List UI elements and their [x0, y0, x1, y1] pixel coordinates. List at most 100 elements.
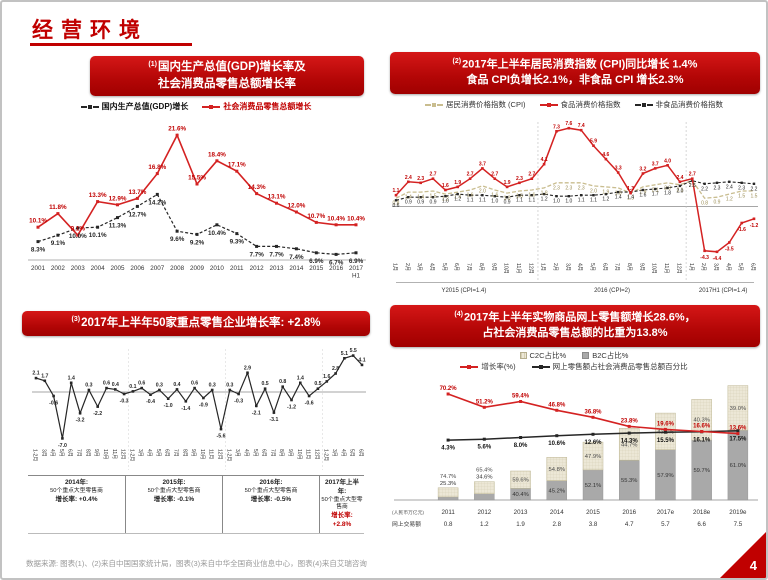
svg-text:2.3: 2.3	[578, 185, 585, 191]
svg-text:10.4%: 10.4%	[347, 215, 365, 222]
svg-text:2.1: 2.1	[652, 187, 659, 193]
chart-1-header-line1: (1)国内生产总值(GDP)增长率及	[94, 59, 360, 76]
legend-swatch-icon	[424, 102, 443, 107]
svg-text:5.7: 5.7	[661, 521, 670, 528]
svg-text:1.7: 1.7	[41, 373, 48, 379]
legend-swatch-icon	[460, 364, 479, 369]
annotation-subject: 50个重点大型零售商	[147, 487, 201, 494]
chart-4-header-line1: (4)2017年上半年实物商品网上零售额增长28.6%，	[394, 310, 756, 327]
svg-text:1.4: 1.4	[615, 195, 622, 201]
svg-text:3月: 3月	[416, 263, 423, 271]
chart-4-header-sup: (4)	[454, 310, 463, 318]
svg-text:7月: 7月	[269, 449, 275, 457]
svg-text:2.2: 2.2	[751, 186, 758, 192]
svg-text:4.1: 4.1	[541, 157, 548, 163]
chart-3-header: (3)2017年上半年50家重点零售企业增长率: +2.8%	[22, 311, 370, 336]
svg-text:2.7: 2.7	[467, 172, 474, 178]
svg-text:1-2月: 1-2月	[32, 449, 38, 461]
svg-text:5月: 5月	[252, 449, 258, 457]
annotation-year: 2015年:	[162, 479, 186, 486]
svg-text:2.0: 2.0	[479, 188, 486, 194]
svg-text:0.6: 0.6	[138, 381, 145, 387]
svg-text:12月: 12月	[120, 449, 126, 460]
svg-text:1.5: 1.5	[738, 194, 745, 200]
svg-text:2.3: 2.3	[713, 185, 720, 191]
svg-text:2.0: 2.0	[676, 188, 683, 194]
legend-item: 食品消费价格指数	[539, 99, 621, 110]
svg-text:2.4: 2.4	[405, 175, 412, 181]
svg-text:1.2: 1.2	[602, 197, 609, 203]
chart-2-header-text2: 食品 CPI负增长2.1%，非食品 CPI 增长2.3%	[466, 74, 684, 87]
legend-label: 增长率(%)	[481, 362, 516, 371]
svg-text:52.1%: 52.1%	[585, 483, 601, 489]
svg-text:10.4%: 10.4%	[327, 215, 345, 222]
svg-text:2.3: 2.3	[565, 185, 572, 191]
svg-text:1.5: 1.5	[516, 194, 523, 200]
legend-item: 网上零售额占社会消费品零售总额百分比	[531, 361, 688, 372]
svg-text:-3.2: -3.2	[76, 418, 85, 424]
svg-text:11.3%: 11.3%	[109, 223, 127, 230]
annotation-subject: 50个重点大型零售商	[50, 487, 103, 494]
annotation-cell: 2014年: 50个重点大型零售商 增长率: +0.4%	[28, 476, 125, 533]
svg-text:2008: 2008	[170, 265, 185, 272]
svg-text:1.9: 1.9	[454, 180, 461, 186]
svg-text:6月: 6月	[453, 263, 460, 271]
svg-text:-0.3: -0.3	[120, 399, 129, 405]
svg-text:6月: 6月	[358, 449, 364, 457]
svg-text:2.1: 2.1	[676, 187, 683, 193]
chart-3-header-text1: 2017年上半年50家重点零售企业增长率: +2.8%	[81, 317, 321, 330]
chart-4-legend-row1: C2C占比% B2C占比%	[386, 350, 762, 361]
svg-text:8月: 8月	[626, 263, 633, 271]
svg-text:1.6: 1.6	[639, 193, 646, 199]
svg-text:1.0: 1.0	[553, 199, 560, 205]
svg-text:-4.4: -4.4	[713, 256, 722, 262]
svg-text:7月: 7月	[466, 263, 473, 271]
svg-text:1.5: 1.5	[430, 194, 437, 200]
legend-swatch-icon	[531, 364, 550, 369]
svg-text:19.6%: 19.6%	[657, 421, 675, 427]
svg-text:1.3: 1.3	[504, 196, 511, 202]
svg-text:-1.2: -1.2	[287, 404, 296, 410]
svg-text:-0.6: -0.6	[305, 401, 314, 407]
svg-text:4月: 4月	[577, 263, 584, 271]
svg-text:2002: 2002	[51, 265, 66, 272]
svg-text:2016: 2016	[622, 509, 636, 516]
svg-text:12.6%: 12.6%	[584, 440, 602, 446]
svg-text:12.0%: 12.0%	[287, 203, 305, 210]
svg-text:2013: 2013	[269, 265, 284, 272]
chart-1-header: (1)国内生产总值(GDP)增长率及 社会消费品零售总额增长率	[90, 56, 364, 96]
svg-text:44.7%: 44.7%	[621, 442, 637, 448]
svg-text:70.2%: 70.2%	[440, 386, 458, 392]
svg-text:1.2: 1.2	[726, 197, 733, 203]
svg-text:1.4: 1.4	[417, 195, 424, 201]
chart-1: 国内生产总值(GDP)增长 社会消费品零售总额增长 8.3% 9.1% 10.0% 10…	[22, 99, 370, 309]
svg-text:2月: 2月	[700, 263, 707, 271]
svg-text:2.3: 2.3	[553, 185, 560, 191]
svg-text:1.2: 1.2	[541, 197, 548, 203]
svg-text:9月: 9月	[93, 449, 99, 457]
svg-text:4月: 4月	[429, 263, 436, 271]
svg-text:12.9%: 12.9%	[109, 195, 127, 202]
svg-text:25.3%: 25.3%	[440, 481, 456, 487]
svg-text:47.9%: 47.9%	[585, 454, 601, 460]
svg-text:7.7%: 7.7%	[249, 251, 264, 258]
svg-text:0.3: 0.3	[85, 383, 92, 389]
svg-text:7月: 7月	[76, 449, 82, 457]
chart-4: C2C占比% B2C占比% 增长率(%) 网上零售额占社会消费品零售总额百分比 74…	[386, 350, 762, 555]
svg-text:1.1: 1.1	[590, 198, 597, 204]
legend-item: 居民消费价格指数 (CPI)	[424, 99, 526, 110]
svg-text:9月: 9月	[638, 263, 645, 271]
svg-text:7.4: 7.4	[578, 123, 585, 129]
legend-item: C2C占比%	[519, 350, 566, 361]
svg-text:-1.6: -1.6	[737, 227, 746, 233]
svg-text:3.2: 3.2	[639, 167, 646, 173]
chart-4-header-text2: 占社会消费品零售总额的比重为13.8%	[482, 327, 668, 340]
svg-text:12月: 12月	[675, 263, 682, 274]
svg-text:51.2%: 51.2%	[476, 399, 494, 405]
annotation-cell: 2017年上半年: 50个重点大型零售商 增长率: +2.8%	[319, 476, 364, 533]
svg-text:1.8: 1.8	[541, 190, 548, 196]
svg-text:9月: 9月	[287, 449, 293, 457]
svg-text:-1.2: -1.2	[750, 223, 759, 229]
svg-text:2.3: 2.3	[516, 176, 523, 182]
